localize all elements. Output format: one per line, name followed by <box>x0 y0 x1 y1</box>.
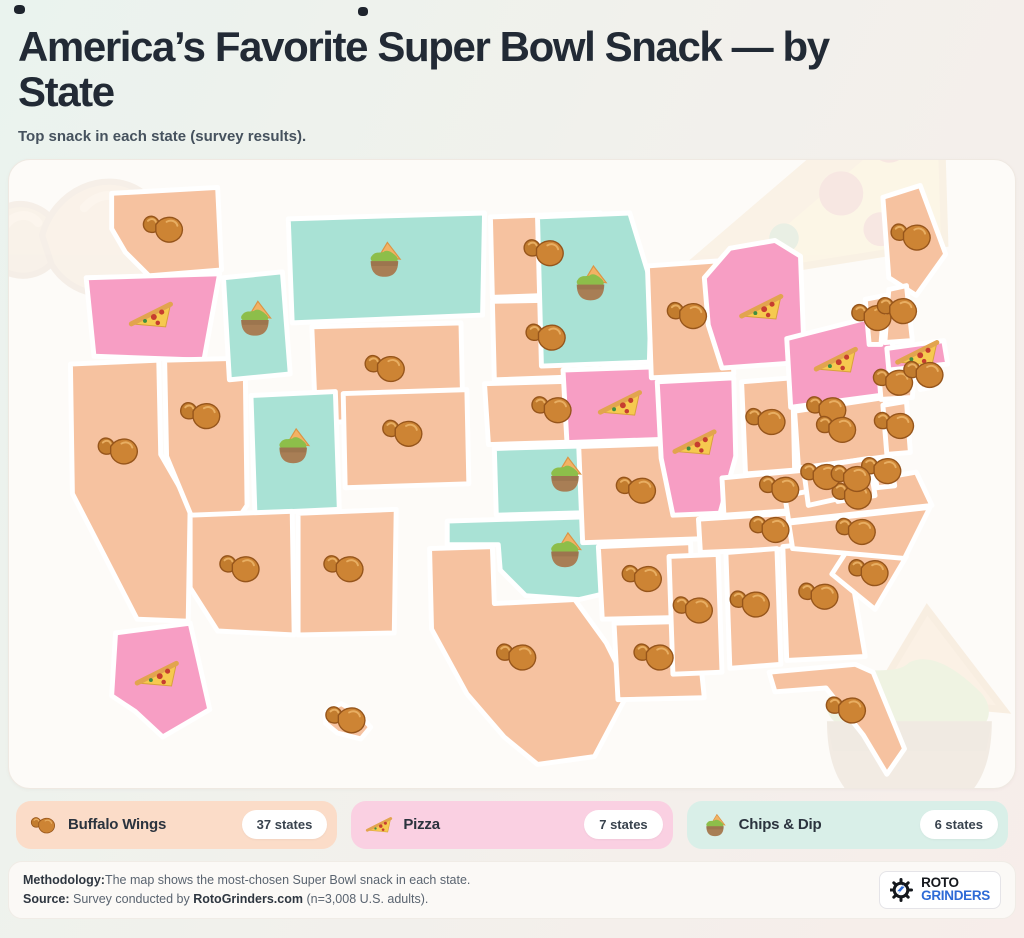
legend-count-badge: 7 states <box>584 810 663 840</box>
legend-count-badge: 37 states <box>241 810 328 840</box>
decorative-dot <box>358 7 368 16</box>
page-title: America’s Favorite Super Bowl Snack — by… <box>18 23 830 116</box>
chips-dip-icon <box>705 813 725 837</box>
legend: Buffalo Wings 37 states Pizza 7 states C… <box>16 800 1008 849</box>
pizza-icon <box>366 816 393 834</box>
legend-label: Buffalo Wings <box>68 816 167 834</box>
methodology-line: Methodology:The map shows the most-chose… <box>23 872 471 887</box>
footer: Methodology:The map shows the most-chose… <box>8 860 1016 920</box>
state-FL: Florida <box>766 661 907 777</box>
gear-icon <box>890 878 914 903</box>
decorative-dot <box>14 5 25 14</box>
wing-icon <box>30 816 56 834</box>
rotogrinders-logo[interactable]: ROTO GRINDERS <box>879 871 1001 909</box>
header: America’s Favorite Super Bowl Snack — by… <box>0 0 1024 145</box>
source-line: Source: Survey conducted by RotoGrinders… <box>23 892 429 907</box>
legend-item-pizza: Pizza 7 states <box>351 800 673 849</box>
legend-count-badge: 6 states <box>919 810 998 840</box>
legend-label: Chips & Dip <box>738 816 822 834</box>
legend-item-buffalo-wings: Buffalo Wings 37 states <box>16 800 338 849</box>
legend-item-chips-dip: Chips & Dip 6 states <box>686 800 1008 849</box>
state-MI: Michigan <box>701 237 807 371</box>
legend-label: Pizza <box>403 816 440 834</box>
map-card: WashingtonOregonCaliforniaNevadaIdahoMon… <box>8 158 1016 789</box>
page-subtitle: Top snack in each state (survey results)… <box>18 127 307 145</box>
brand-wordmark: ROTO GRINDERS <box>921 875 990 904</box>
us-snack-map: WashingtonOregonCaliforniaNevadaIdahoMon… <box>9 160 1015 788</box>
footer-text: Methodology:The map shows the most-chose… <box>23 871 470 910</box>
